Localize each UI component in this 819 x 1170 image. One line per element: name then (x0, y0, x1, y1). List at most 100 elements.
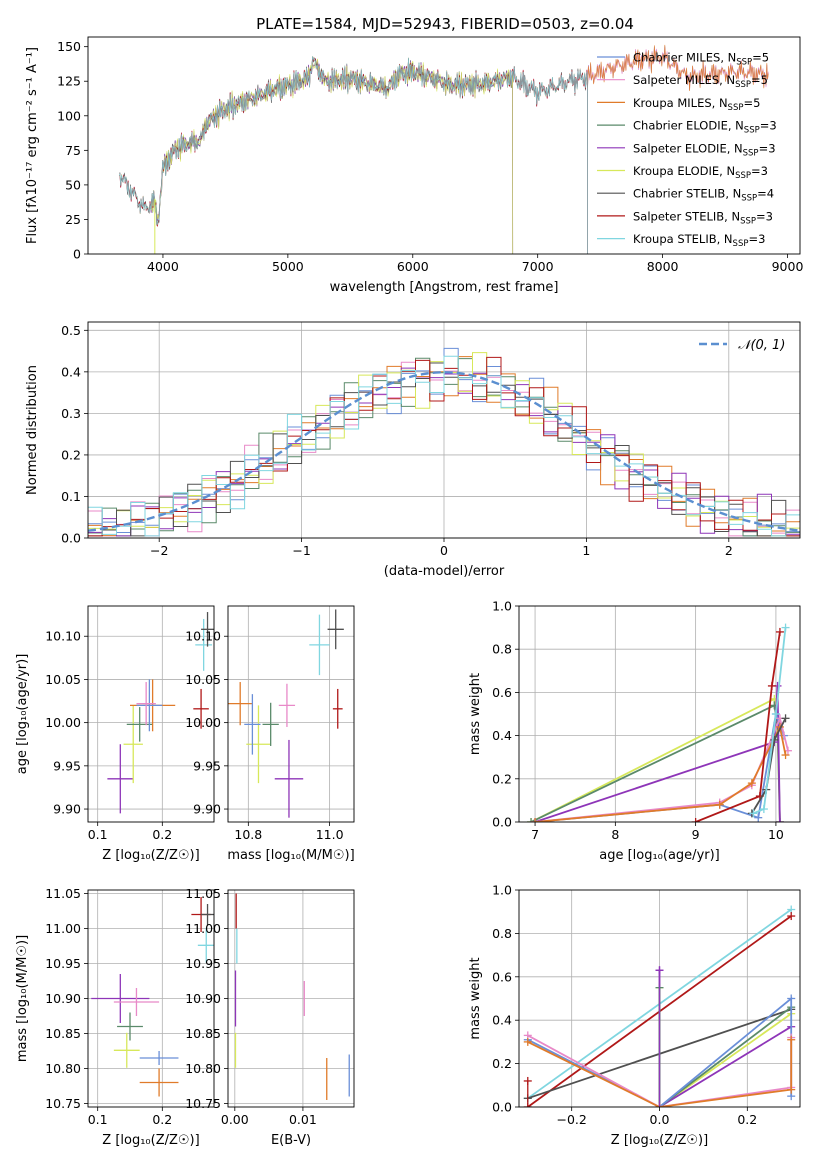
x-tick-label: −1 (292, 543, 310, 558)
y-tick-label: 0.0 (492, 1100, 512, 1115)
y-tick-label: 0.0 (492, 815, 512, 830)
errorbar-point (136, 682, 156, 726)
mass-vs-z-ticks: 0.1 0.2 10.75 10.80 10.85 10.90 10.95 11.00 11.0… (45, 886, 172, 1127)
weight-marker (787, 912, 796, 921)
errorbar-point (91, 974, 150, 1023)
x-tick-label: 0.2 (737, 1112, 757, 1127)
y-tick-label: 0.3 (61, 406, 81, 421)
weight-marker (747, 779, 756, 788)
x-tick-label: 9000 (772, 259, 804, 274)
mass-vs-z-frame (87, 889, 215, 1108)
y-tick-label: 0 (73, 247, 81, 262)
y-tick-label: 11.05 (45, 886, 81, 901)
mass-vs-ebv-grid (228, 890, 354, 1107)
weight-marker (531, 818, 540, 822)
mass-weight-vs-age-panel: 7 8 9 10 0.0 0.2 0.4 0.6 0.8 1.0 age [log₁₀(age/yr… (468, 599, 801, 863)
x-tick-label: 2 (725, 543, 733, 558)
y-tick-label: 10.90 (45, 991, 81, 1006)
mass-vs-ebv-marks (234, 893, 350, 1100)
mass-vs-z-panel: 0.1 0.2 10.75 10.80 10.85 10.90 10.95 11.00 11.0… (15, 886, 215, 1148)
mass-vs-ebv-ticks: 0.00 0.01 10.75 10.80 10.85 10.90 10.95 11.00 11… (185, 886, 317, 1127)
x-tick-label: 0.00 (221, 1112, 249, 1127)
y-tick-label: 75 (65, 143, 81, 158)
age-vs-mass-grid (228, 606, 354, 822)
errorbar-point (262, 702, 279, 746)
x-tick-label: 10 (768, 827, 784, 842)
y-tick-label: 1.0 (492, 599, 512, 614)
y-tick-label: 10.10 (45, 629, 81, 644)
y-tick-label: 10.95 (185, 956, 221, 971)
weight-marker (781, 714, 790, 723)
y-tick-label: 0.5 (61, 323, 81, 338)
y-tick-label: 50 (65, 177, 81, 192)
mass-weight-vs-age-ticks: 7 8 9 10 0.0 0.2 0.4 0.6 0.8 1.0 (492, 599, 784, 843)
y-tick-label: 11.05 (185, 886, 221, 901)
legend-label: Salpeter MILES, NSSP=5 (633, 73, 768, 90)
errorbar-point (126, 707, 153, 742)
y-tick-label: 0.2 (492, 771, 512, 786)
y-tick-label: 10.00 (45, 715, 81, 730)
x-tick-label: 0.1 (88, 1112, 108, 1127)
y-tick-label: 0.4 (492, 728, 512, 743)
weight-marker (787, 1085, 796, 1094)
errorbar-point (117, 1012, 143, 1041)
weight-series-line (753, 627, 787, 815)
x-tick-label: −2 (150, 543, 168, 558)
weight-marker (749, 809, 758, 818)
x-tick-label: 7000 (522, 259, 554, 274)
weight-marker (787, 994, 796, 1003)
figure-title: PLATE=1584, MJD=52943, FIBERID=0503, z=0… (256, 15, 634, 33)
weight-marker (754, 813, 763, 822)
x-tick-label: 0.01 (289, 1112, 317, 1127)
y-tick-label: 0.6 (492, 685, 512, 700)
y-tick-label: 0.0 (61, 531, 81, 546)
age-vs-z-ticks: 0.1 0.2 9.90 9.95 10.00 10.05 10.10 (45, 629, 172, 842)
errorbar-point (201, 904, 214, 925)
weight-marker (781, 751, 790, 760)
errorbar-point (123, 705, 143, 784)
y-tick-label: 9.90 (193, 802, 221, 817)
y-tick-label: 11.00 (45, 921, 81, 936)
errorbar-point (107, 744, 134, 814)
y-tick-label: 0.4 (492, 1013, 512, 1028)
y-tick-label: 9.95 (193, 758, 221, 773)
errorbar-point (113, 988, 160, 1016)
weight-marker (655, 966, 664, 1107)
errorbar-point (195, 618, 213, 671)
spectrum-xlabel: wavelength [Angstrom, rest frame] (330, 280, 559, 295)
age-vs-mass-ticks: 10.8 11.0 9.90 9.95 10.00 10.05 10.10 (185, 629, 343, 842)
mass-vs-ebv-xlabel: E(B-V) (271, 1133, 311, 1148)
y-tick-label: 0.4 (61, 364, 81, 379)
legend-label: Kroupa ELODIE, NSSP=3 (633, 164, 768, 181)
x-tick-label: 0 (440, 543, 448, 558)
x-tick-label: 9 (692, 827, 700, 842)
errorbar-point (278, 683, 296, 727)
residual-histogram-marks (88, 347, 800, 537)
residual-histogram-panel: −2 −1 0 1 2 0.0 0.1 0.2 0.3 0.4 0.5 (data-model)/er… (25, 321, 801, 579)
weight-marker (527, 818, 536, 822)
x-tick-label: 0.0 (650, 1112, 670, 1127)
weight-marker (691, 818, 700, 822)
x-tick-label: 10.8 (234, 827, 262, 842)
age-vs-z-grid (88, 606, 214, 822)
y-tick-label: 10.95 (45, 956, 81, 971)
y-tick-label: 10.80 (45, 1061, 81, 1076)
mass-weight-vs-z-xlabel: Z [log₁₀(Z/Z☉)] (611, 1133, 708, 1148)
age-vs-mass-marks (228, 609, 344, 818)
errorbar-point (246, 705, 271, 784)
y-tick-label: 0.2 (61, 447, 81, 462)
errorbar-point (139, 1051, 179, 1065)
y-tick-label: 10.10 (185, 629, 221, 644)
y-tick-label: 0.6 (492, 969, 512, 984)
age-vs-z-marks (107, 612, 214, 814)
weight-series-line (527, 1039, 793, 1107)
age-vs-mass-frame (227, 605, 355, 823)
mass-vs-ebv-frame (227, 889, 355, 1108)
weight-marker (759, 805, 768, 814)
errorbar-point (136, 679, 163, 732)
errorbar-point (244, 694, 261, 755)
x-tick-label: 6000 (397, 259, 429, 274)
spectrum-marks (118, 44, 769, 254)
y-tick-label: 10.75 (185, 1096, 221, 1111)
